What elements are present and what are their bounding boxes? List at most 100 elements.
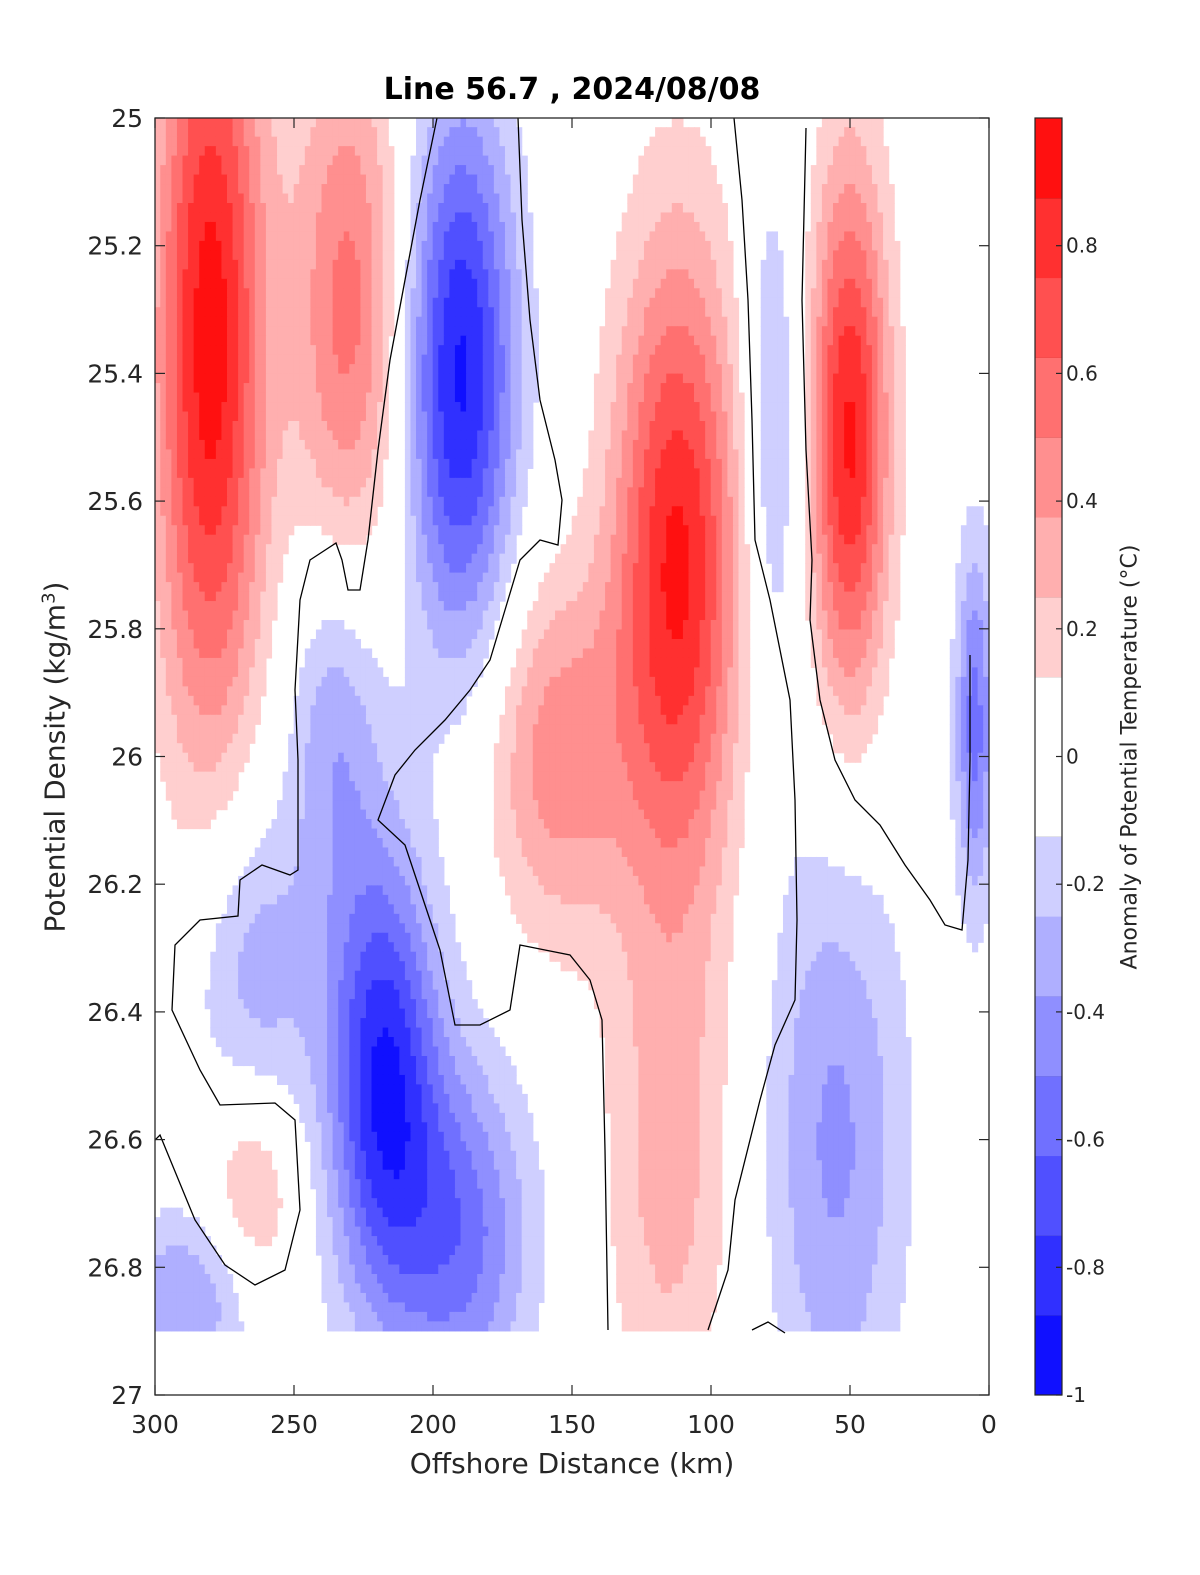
contour-cell xyxy=(760,345,767,356)
contour-cell xyxy=(304,165,311,176)
contour-fill xyxy=(155,118,989,1332)
contour-cell xyxy=(199,326,206,337)
contour-cell xyxy=(488,240,495,251)
contour-cell xyxy=(493,193,501,204)
contour-cell xyxy=(277,316,284,327)
contour-cell xyxy=(232,118,239,128)
contour-cell xyxy=(360,297,367,308)
contour-cell xyxy=(888,468,895,479)
contour-cell xyxy=(238,212,245,223)
contour-cell xyxy=(226,278,234,289)
contour-cell xyxy=(671,392,678,403)
contour-cell xyxy=(471,430,478,441)
contour-cell xyxy=(638,212,645,223)
contour-cell xyxy=(221,118,228,128)
contour-cell xyxy=(632,212,640,223)
contour-cell xyxy=(416,468,423,479)
contour-cell xyxy=(338,439,345,451)
contour-cell xyxy=(360,383,367,394)
contour-cell xyxy=(293,118,300,128)
contour-cell xyxy=(710,316,717,327)
contour-cell xyxy=(677,354,684,365)
contour-cell xyxy=(315,184,323,195)
contour-cell xyxy=(499,174,506,185)
contour-cell xyxy=(293,136,300,147)
contour-cell xyxy=(315,354,323,365)
contour-cell xyxy=(732,525,740,536)
contour-cell xyxy=(226,118,234,128)
contour-cell xyxy=(182,155,189,166)
contour-cell xyxy=(716,383,723,394)
contour-cell xyxy=(343,278,350,289)
contour-cell xyxy=(327,392,334,403)
contour-cell xyxy=(460,146,467,157)
contour-cell xyxy=(771,411,779,422)
contour-cell xyxy=(193,127,200,138)
contour-cell xyxy=(960,534,968,545)
contour-cell xyxy=(488,202,495,214)
contour-cell xyxy=(160,155,167,166)
contour-cell xyxy=(782,354,790,365)
contour-cell xyxy=(616,259,623,270)
contour-cell xyxy=(388,212,395,223)
contour-cell xyxy=(416,383,423,394)
contour-cell xyxy=(593,383,601,394)
contour-cell xyxy=(821,496,829,507)
contour-cell xyxy=(688,288,695,299)
contour-cell xyxy=(716,496,723,507)
contour-cell xyxy=(249,146,256,157)
contour-cell xyxy=(504,392,512,403)
contour-cell xyxy=(688,392,695,403)
contour-cell xyxy=(771,231,779,242)
contour-cell xyxy=(404,402,412,413)
contour-cell xyxy=(371,118,378,128)
contour-cell xyxy=(427,127,434,138)
contour-cell xyxy=(883,240,890,251)
contour-cell xyxy=(694,174,701,185)
contour-cell xyxy=(488,439,495,451)
contour-cell xyxy=(671,439,678,451)
contour-cell xyxy=(860,373,867,384)
contour-cell xyxy=(883,544,890,555)
contour-cell xyxy=(416,193,423,204)
contour-cell xyxy=(688,127,695,138)
contour-cell xyxy=(677,193,684,204)
contour-cell xyxy=(310,221,317,233)
contour-cell xyxy=(621,221,628,233)
contour-cell xyxy=(338,402,345,413)
contour-cell xyxy=(204,155,211,166)
contour-cell xyxy=(577,553,584,564)
contour-cell xyxy=(421,288,428,299)
contour-cell xyxy=(899,506,906,517)
contour-cell xyxy=(833,193,840,204)
contour-cell xyxy=(354,373,362,384)
contour-cell xyxy=(443,221,450,233)
contour-cell xyxy=(304,345,311,356)
contour-cell xyxy=(349,449,356,460)
contour-cell xyxy=(288,184,295,195)
contour-cell xyxy=(705,420,712,432)
contour-cell xyxy=(438,468,445,479)
contour-cell xyxy=(310,335,317,346)
contour-cell xyxy=(438,364,445,375)
contour-cell xyxy=(655,439,662,451)
contour-cell xyxy=(221,288,228,299)
contour-cell xyxy=(310,316,317,327)
contour-cell xyxy=(443,212,450,223)
contour-cell xyxy=(721,430,728,441)
contour-cell xyxy=(226,146,234,157)
contour-cell xyxy=(866,506,873,517)
contour-cell xyxy=(360,458,367,469)
contour-cell xyxy=(627,449,634,460)
contour-cell xyxy=(782,345,790,356)
contour-cell xyxy=(716,373,723,384)
contour-cell xyxy=(182,316,189,327)
contour-cell xyxy=(516,259,523,270)
contour-cell xyxy=(694,146,701,157)
contour-cell xyxy=(838,212,845,223)
contour-cell xyxy=(816,335,823,346)
contour-cell xyxy=(766,297,773,308)
contour-cell xyxy=(265,136,273,147)
contour-cell xyxy=(760,278,767,289)
contour-cell xyxy=(188,212,195,223)
